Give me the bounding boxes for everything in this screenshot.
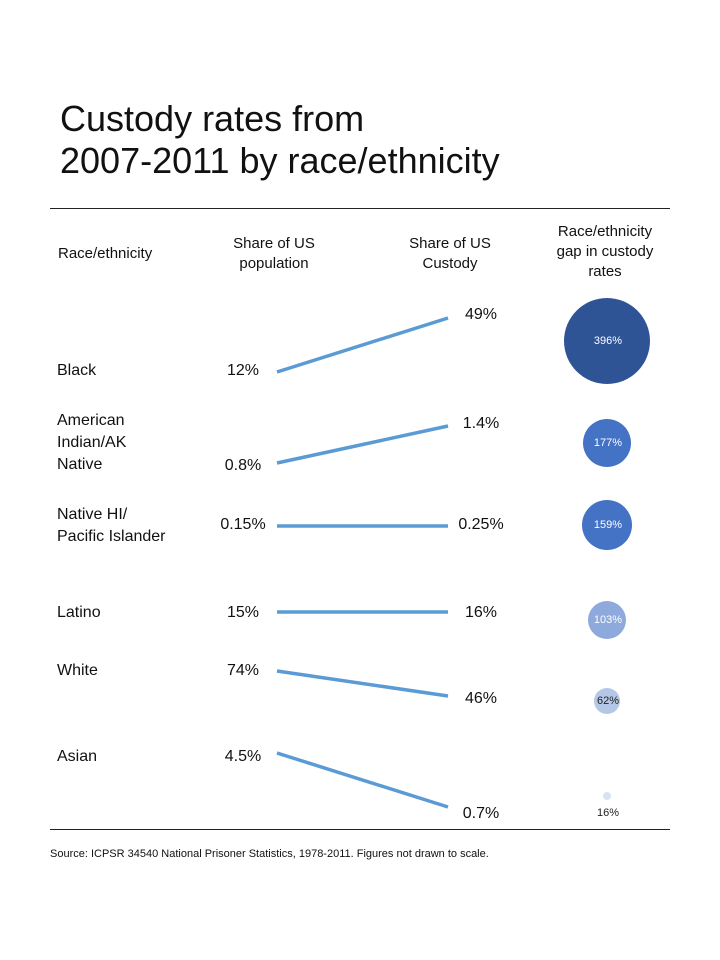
bottom-rule — [50, 829, 670, 830]
group-label: American — [57, 412, 125, 429]
header-gap-line-3: rates — [588, 263, 622, 280]
group-label: Indian/AK — [57, 434, 127, 451]
header-custody-line-2: Custody — [422, 255, 478, 272]
header-custody-line-1: Share of US — [409, 235, 491, 252]
gap-label: 396% — [594, 335, 622, 347]
header-population: Share of US population — [204, 234, 344, 274]
gap-label: 103% — [594, 614, 622, 626]
top-rule — [50, 208, 670, 209]
slope-line — [276, 751, 449, 809]
group-label: Latino — [57, 604, 101, 621]
custody-share-label: 0.25% — [458, 516, 503, 533]
header-population-line-1: Share of US — [233, 235, 315, 252]
header-gap: Race/ethnicity gap in custody rates — [530, 222, 680, 282]
custody-share-label: 46% — [465, 690, 497, 707]
gap-bubble — [588, 601, 626, 639]
custody-share-label: 49% — [465, 306, 497, 323]
header-gap-line-1: Race/ethnicity — [557, 223, 653, 240]
slope-line — [276, 424, 449, 465]
gap-label: 159% — [594, 519, 622, 531]
gap-bubble — [583, 419, 631, 467]
gap-label: 16% — [597, 807, 619, 819]
population-share-label: 74% — [227, 662, 259, 679]
gap-label: 62% — [597, 695, 619, 707]
chart-title: Custody rates from 2007-2011 by race/eth… — [60, 98, 660, 182]
gap-bubble — [582, 500, 632, 550]
group-label: Asian — [57, 748, 97, 765]
gap-bubble — [603, 792, 611, 800]
header-custody: Share of US Custody — [380, 234, 520, 274]
gap-bubble — [564, 298, 650, 384]
group-label: White — [57, 662, 98, 679]
header-race: Race/ethnicity — [50, 244, 178, 264]
gap-bubble — [594, 688, 620, 714]
population-share-label: 12% — [227, 362, 259, 379]
title-line-1: Custody rates from — [60, 98, 365, 139]
source-note: Source: ICPSR 34540 National Prisoner St… — [50, 848, 489, 860]
group-label: Pacific Islander — [57, 528, 166, 545]
population-share-label: 0.8% — [225, 457, 261, 474]
custody-share-label: 16% — [465, 604, 497, 621]
title-line-2: 2007-2011 by race/ethnicity — [60, 140, 500, 181]
slope-line — [276, 669, 449, 698]
custody-share-label: 1.4% — [463, 415, 499, 432]
header-gap-line-2: gap in custody — [556, 243, 654, 260]
header-race-text: Race/ethnicity — [58, 245, 153, 262]
header-population-line-2: population — [239, 255, 309, 272]
slope-line — [276, 316, 449, 374]
custody-share-label: 0.7% — [463, 805, 499, 822]
gap-label: 177% — [594, 437, 622, 449]
group-label: Native HI/ — [57, 506, 128, 523]
group-label: Black — [57, 362, 97, 379]
group-label: Native — [57, 456, 102, 473]
population-share-label: 0.15% — [220, 516, 265, 533]
population-share-label: 4.5% — [225, 748, 261, 765]
population-share-label: 15% — [227, 604, 259, 621]
